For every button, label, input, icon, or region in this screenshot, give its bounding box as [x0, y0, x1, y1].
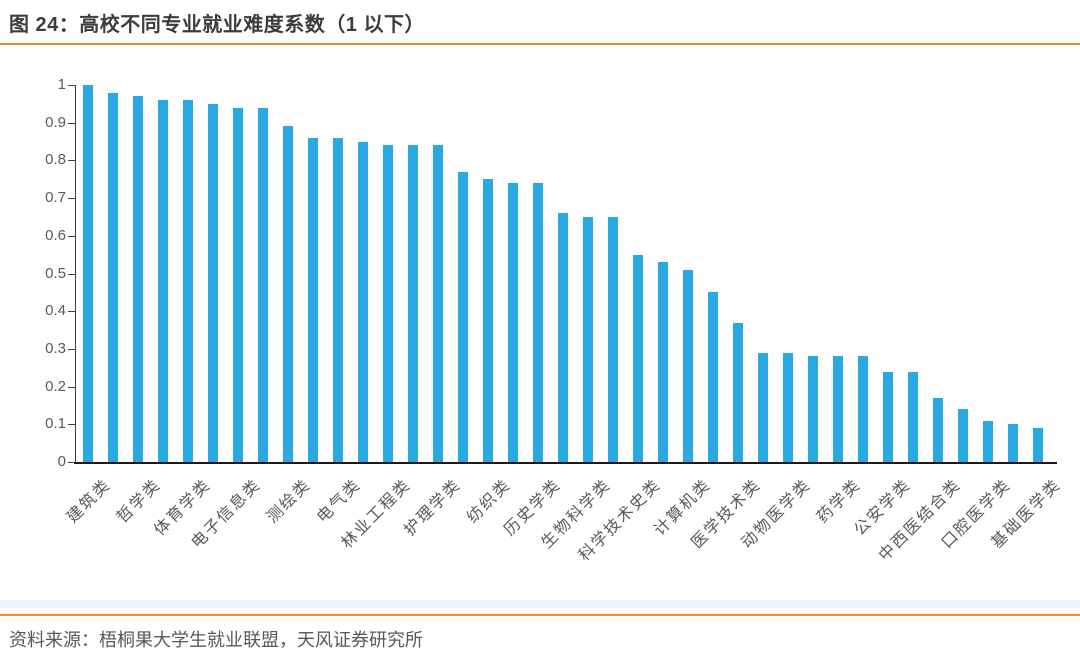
- bar: [133, 96, 143, 462]
- y-axis-tick: [68, 311, 75, 313]
- bar: [508, 183, 518, 462]
- y-axis-tick: [68, 386, 75, 388]
- bar: [583, 217, 593, 462]
- y-tick-label: 1: [57, 76, 66, 93]
- bar: [233, 108, 243, 462]
- bar: [458, 172, 468, 462]
- bar: [683, 270, 693, 462]
- y-axis-tick: [68, 85, 75, 86]
- bar: [283, 126, 293, 462]
- x-tick-label: 建筑类: [64, 476, 115, 527]
- bar: [158, 100, 168, 462]
- y-tick-label: 0.9: [45, 113, 66, 131]
- bar: [958, 409, 968, 462]
- y-tick-label: 0.3: [45, 339, 66, 357]
- y-tick-label: 0.5: [45, 264, 66, 282]
- figure-title: 图 24：高校不同专业就业难度系数（1 以下）: [9, 14, 425, 36]
- bar: [933, 398, 943, 462]
- bar: [783, 353, 793, 462]
- y-tick-label: 0.2: [45, 377, 66, 395]
- y-tick-label: 0: [57, 453, 66, 470]
- bar: [383, 145, 393, 462]
- y-axis-tick: [68, 122, 75, 124]
- bar: [108, 93, 118, 462]
- bar: [208, 104, 218, 462]
- bar: [483, 179, 493, 462]
- bar: [708, 292, 718, 462]
- bar-chart: 0 0.1 0.2 0.3 0.4 0.5 0.6 0.7 0.8 0.9 1 建筑类 哲学类 体育学类电…: [0, 60, 1080, 600]
- y-axis-line: [75, 85, 76, 464]
- bar: [183, 100, 193, 462]
- source-note: 资料来源：梧桐果大学生就业联盟，天风证券研究所: [9, 630, 423, 650]
- bar: [533, 183, 543, 462]
- title-divider: [0, 43, 1080, 45]
- bar: [608, 217, 618, 462]
- bar: [333, 138, 343, 462]
- bar: [433, 145, 443, 462]
- footer-divider: [0, 614, 1080, 616]
- y-tick-label: 0.7: [45, 189, 66, 207]
- y-tick-label: 0.1: [45, 415, 66, 433]
- bar: [558, 213, 568, 462]
- bar: [833, 356, 843, 462]
- y-tick-label: 0.4: [45, 302, 66, 320]
- bar: [808, 356, 818, 462]
- bar: [1033, 428, 1043, 462]
- y-axis-tick: [68, 198, 75, 200]
- bar: [758, 353, 768, 462]
- y-axis-tick: [68, 235, 75, 237]
- y-axis-tick: [68, 348, 75, 350]
- y-axis-tick: [68, 424, 75, 426]
- bar: [1008, 424, 1018, 462]
- y-tick-label: 0.8: [45, 151, 66, 169]
- chart-bottom-band: [0, 600, 1080, 608]
- bar: [983, 421, 993, 462]
- bar: [83, 85, 93, 462]
- bar: [883, 372, 893, 462]
- y-axis-tick: [68, 273, 75, 275]
- bar: [633, 255, 643, 462]
- bar: [908, 372, 918, 462]
- bar: [258, 108, 268, 462]
- y-axis-tick: [68, 462, 75, 463]
- y-tick-label: 0.6: [45, 226, 66, 244]
- bar: [733, 323, 743, 462]
- bar: [308, 138, 318, 462]
- bar: [658, 262, 668, 462]
- bar: [858, 356, 868, 462]
- x-axis-line: [74, 462, 1057, 464]
- y-axis-tick: [68, 160, 75, 162]
- x-tick-label: 测绘类: [264, 476, 315, 527]
- bar: [358, 142, 368, 462]
- bar: [408, 145, 418, 462]
